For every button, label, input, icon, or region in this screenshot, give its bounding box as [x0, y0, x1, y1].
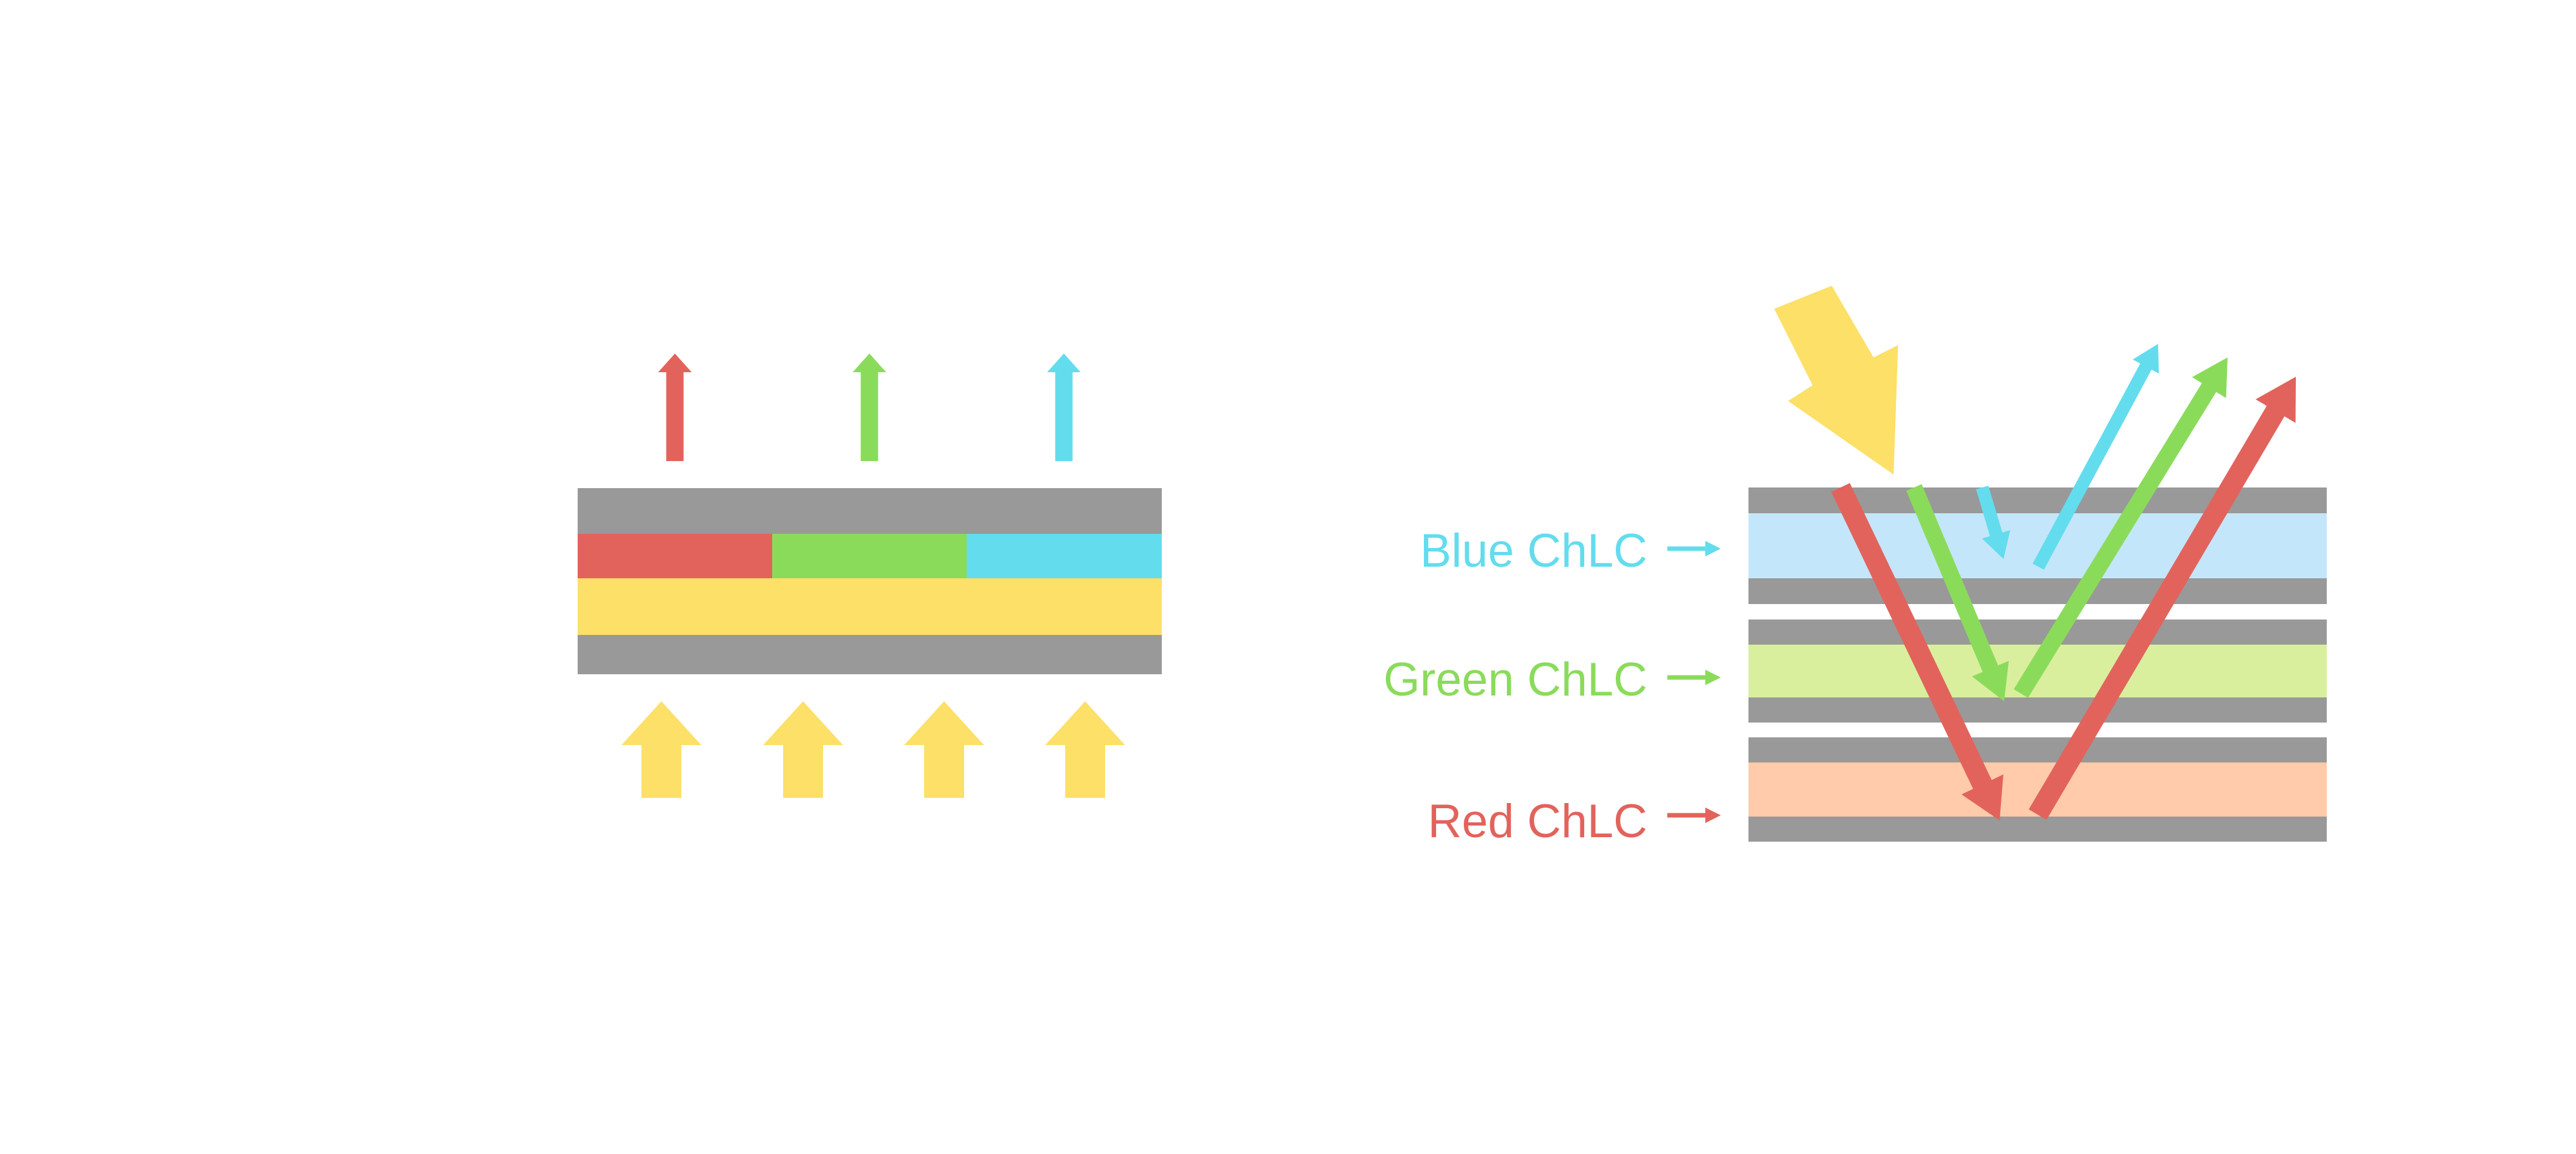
svg-text:Blue ChLC: Blue ChLC: [1420, 525, 1647, 577]
svg-text:Red ChLC: Red ChLC: [1428, 795, 1647, 847]
svg-text:Green ChLC: Green ChLC: [1383, 654, 1647, 706]
